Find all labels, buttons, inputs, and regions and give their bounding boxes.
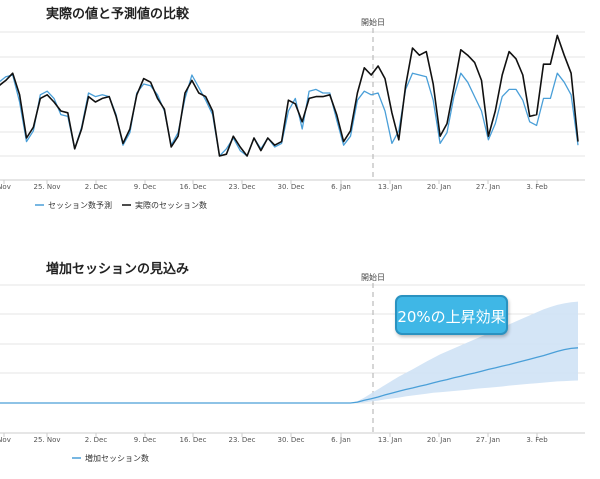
- actual-series-line: [0, 34, 579, 157]
- x-tick-label: 13. Jan: [378, 183, 402, 191]
- chart-title-incremental: 増加セッションの見込み: [46, 262, 190, 277]
- x-tick-label: 16. Dec: [180, 183, 207, 191]
- start-date-label: 開始日: [361, 272, 385, 282]
- confidence-band: [0, 301, 578, 403]
- x-tick-label: 25. Nov: [33, 183, 60, 191]
- x-tick-label: 25. Nov: [33, 436, 60, 444]
- x-tick-label: 2. Dec: [85, 183, 108, 191]
- x-tick-label: 30. Dec: [278, 436, 305, 444]
- forecast-series-line: [0, 72, 579, 157]
- x-tick-label: Nov: [0, 183, 11, 191]
- x-tick-label: 6. Jan: [331, 436, 351, 444]
- x-tick-label: 23. Dec: [229, 436, 256, 444]
- x-tick-label: 27. Jan: [476, 183, 500, 191]
- legend-label: 実際のセッション数: [135, 200, 207, 210]
- start-date-label: 開始日: [361, 17, 385, 27]
- x-tick-label: 13. Jan: [378, 436, 402, 444]
- incremental-series-line: [0, 347, 579, 404]
- x-tick-label: 30. Dec: [278, 183, 305, 191]
- x-tick-label: 9. Dec: [134, 183, 157, 191]
- x-tick-label: 3. Feb: [526, 436, 548, 444]
- x-tick-label: 3. Feb: [526, 183, 548, 191]
- chart-title-comparison: 実際の値と予測値の比較: [46, 7, 190, 22]
- x-tick-label: 6. Jan: [331, 183, 351, 191]
- legend-label: 増加セッション数: [85, 453, 149, 463]
- x-tick-label: 16. Dec: [180, 436, 207, 444]
- x-tick-label: 27. Jan: [476, 436, 500, 444]
- x-tick-label: 20. Jan: [427, 183, 451, 191]
- legend-label: セッション数予測: [48, 200, 112, 210]
- incremental-chart: Nov 25. Nov 2. Dec 9. Dec 16. Dec 23. Dec 30. …: [0, 272, 585, 463]
- x-tick-label: 20. Jan: [427, 436, 451, 444]
- x-tick-label: 2. Dec: [85, 436, 108, 444]
- x-tick-label: Nov: [0, 436, 11, 444]
- x-tick-label: 9. Dec: [134, 436, 157, 444]
- x-tick-label: 23. Dec: [229, 183, 256, 191]
- comparison-chart: Nov 25. Nov 2. Dec 9. Dec 16. Dec 23. Dec 30. …: [0, 17, 585, 210]
- uplift-callout: 20%の上昇効果: [395, 295, 508, 335]
